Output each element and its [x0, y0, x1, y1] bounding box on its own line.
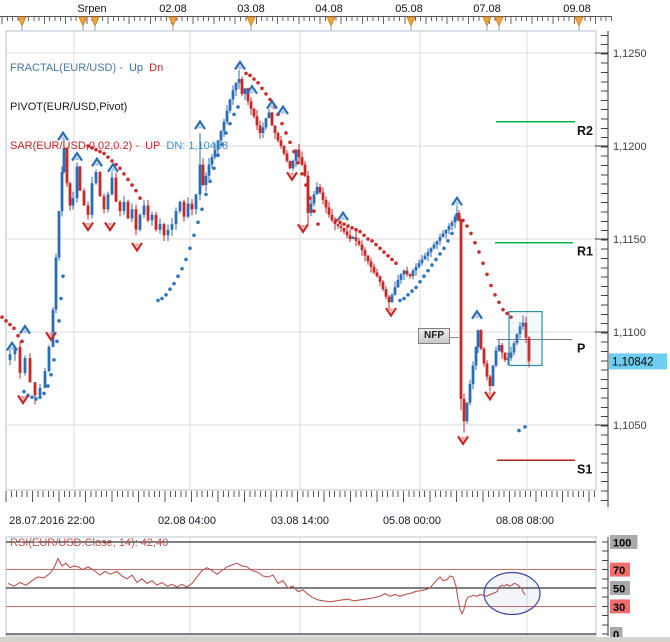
rsi-axis-label: 30	[613, 602, 625, 614]
fractal-up-icon	[22, 329, 28, 334]
fractal-up-icon	[269, 104, 275, 109]
top-ruler-label: 04.08	[315, 3, 343, 15]
pivot-label-r1: R1	[577, 245, 593, 259]
sar-legend-label: SAR(EUR/USD,0.02,0.2)	[10, 140, 133, 152]
fractal-down-icon	[289, 172, 295, 177]
fractal-up-icon	[237, 65, 243, 70]
bottom-axis-label: 28.07.2016 22:00	[9, 515, 95, 527]
fractal-up-icon	[74, 156, 80, 161]
fractal-up-label: Up	[128, 62, 144, 74]
nfp-annotation: NFP	[418, 328, 450, 344]
legend-separator: -	[116, 62, 129, 74]
price-axis-label: 1,1100	[613, 327, 646, 339]
price-axis-label: 1,1200	[613, 141, 647, 153]
parabolic-sar-series	[0, 71, 527, 433]
legend-separator: -	[132, 140, 146, 152]
price-axis[interactable]: 1,1250 1,1200 1,1150 1,1100 1,1050 1,10842	[595, 31, 667, 507]
date-marker-icon	[482, 16, 492, 27]
consolidation-rectangle	[508, 310, 543, 367]
rsi-axis-label: 70	[613, 565, 625, 577]
sar-dn-value: DN: 1,10458	[166, 140, 229, 152]
fractal-up-icon	[9, 345, 15, 350]
date-marker-icon	[168, 16, 178, 27]
fractal-down-icon	[20, 395, 26, 400]
bottom-time-ruler[interactable]: 28.07.2016 22:00 02.08 04:00 03.08 14:00 05…	[5, 491, 595, 527]
fractal-down-icon	[134, 243, 140, 248]
fractal-down-icon	[388, 308, 394, 313]
bottom-axis-label: 02.08 04:00	[158, 515, 216, 527]
rsi-axis-label: 100	[613, 538, 631, 550]
candlestick-series	[8, 69, 531, 433]
rsi-panel[interactable]	[5, 536, 597, 637]
fractal-dn-label: Dn	[143, 62, 164, 74]
fractal-markers	[6, 60, 496, 446]
fractal-down-icon	[300, 224, 306, 229]
sar-up-label: UP	[145, 140, 161, 152]
pivot-label-s1: S1	[577, 462, 592, 476]
date-marker-icon	[326, 16, 336, 27]
bottom-scroll-strip[interactable]	[0, 637, 670, 642]
rsi-axis-label-bg	[610, 562, 630, 577]
top-ruler-label: 03.08	[237, 3, 265, 15]
fractal-up-icon	[94, 161, 100, 166]
top-date-ruler[interactable]: Srpen 02.08 03.08 04.08 05.08 07.08 09.08	[0, 3, 612, 33]
date-marker-icon	[90, 16, 100, 27]
legend-pivot-row: PIVOT(EUR/USD,Pivot)	[10, 101, 228, 114]
rsi-axis-label-bg	[610, 535, 638, 549]
date-marker-icon	[406, 16, 416, 27]
indicator-legend: FRACTAL(EUR/USD) - Up Dn PIVOT(EUR/USD,P…	[10, 36, 228, 179]
date-marker-icon	[574, 16, 584, 27]
fractal-down-icon	[48, 332, 54, 337]
top-ruler-label: 09.08	[563, 3, 591, 15]
top-ruler-label: 02.08	[159, 3, 187, 15]
current-price-value: 1,10842	[612, 356, 654, 368]
fractal-up-icon	[474, 314, 480, 319]
legend-fractal-row: FRACTAL(EUR/USD) - Up Dn	[10, 62, 228, 75]
date-marker-icon	[246, 16, 256, 27]
rsi-axis-label-bg	[610, 599, 630, 614]
top-ruler-label: 07.08	[473, 3, 501, 15]
fractal-up-icon	[60, 135, 66, 140]
price-axis-label: 1,1150	[613, 234, 646, 246]
rsi-axis[interactable]: 100 70 50 30 0	[602, 535, 638, 642]
fractal-down-icon	[460, 436, 466, 441]
fractal-up-icon	[454, 200, 460, 205]
pivot-legend-label: PIVOT(EUR/USD,Pivot)	[10, 101, 128, 113]
fractal-legend-label: FRACTAL(EUR/USD)	[10, 62, 117, 74]
fractal-up-icon	[280, 109, 286, 114]
pivot-label-p: P	[577, 341, 585, 355]
main-plot-area[interactable]	[5, 30, 597, 491]
date-marker-icon	[17, 16, 27, 27]
fractal-down-icon	[107, 222, 113, 227]
pivot-label-r2: R2	[577, 124, 593, 138]
top-ruler-label: 05.08	[395, 3, 423, 15]
date-marker-icon	[494, 16, 504, 27]
bottom-axis-label: 08.08 08:00	[496, 515, 554, 527]
legend-sar-row: SAR(EUR/USD,0.02,0.2) - UP DN: 1,10458	[10, 140, 228, 153]
fractal-up-icon	[110, 167, 116, 172]
rsi-axis-label-bg	[610, 581, 630, 595]
current-price-tag	[609, 353, 667, 370]
price-axis-label: 1,1050	[613, 420, 647, 432]
rsi-axis-label: 0	[613, 630, 619, 642]
fractal-down-icon	[487, 392, 493, 397]
top-ruler-label: Srpen	[77, 3, 106, 15]
rsi-axis-label: 50	[613, 584, 625, 596]
fractal-up-icon	[249, 89, 255, 94]
fractal-up-icon	[340, 215, 346, 220]
fractal-down-icon	[85, 222, 91, 227]
bottom-axis-label: 03.08 14:00	[271, 515, 329, 527]
rsi-line-series	[7, 557, 526, 616]
pivot-lines: R2 R1 P S1	[446, 121, 593, 476]
date-marker-icon	[78, 16, 88, 27]
bottom-axis-label: 05.08 00:00	[383, 515, 441, 527]
price-axis-label: 1,1250	[613, 48, 647, 60]
rsi-indicator-label: RSI(EUR/USD.Close, 14): 42,40	[10, 537, 169, 549]
rsi-highlight-ellipse	[483, 571, 541, 616]
fractal-up-icon	[197, 124, 203, 129]
